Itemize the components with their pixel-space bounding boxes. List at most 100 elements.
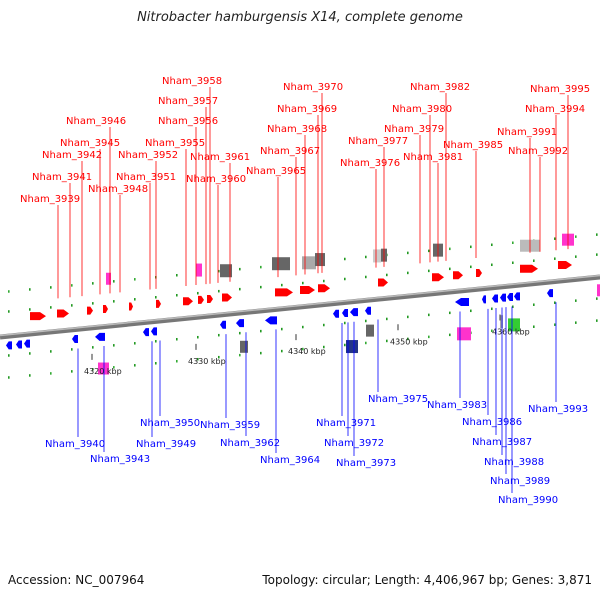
- track-dot: [596, 297, 598, 300]
- track-dot: [386, 317, 388, 321]
- track-dot: [428, 335, 430, 339]
- misc-feature-box: [302, 256, 316, 270]
- track-dot: [575, 235, 577, 238]
- track-dot: [365, 255, 367, 259]
- reverse-gene-label: Nham_3940: [45, 439, 105, 450]
- misc-feature-box: [346, 340, 358, 354]
- reverse-gene-arrow: [151, 327, 157, 336]
- track-dot: [470, 309, 472, 313]
- track-dot: [8, 310, 10, 313]
- scale-tick-label: 4340 kbp: [288, 347, 326, 356]
- track-dot: [218, 289, 220, 293]
- track-dot: [365, 319, 367, 323]
- track-dot: [239, 331, 241, 335]
- track-dot: [533, 303, 535, 306]
- track-dot: [8, 376, 10, 379]
- track-dot: [8, 354, 10, 357]
- track-dot: [197, 291, 199, 295]
- reverse-gene-label: Nham_3971: [316, 418, 376, 429]
- track-dot: [491, 243, 493, 247]
- track-dot: [428, 269, 430, 273]
- track-dot: [596, 233, 598, 236]
- track-dot: [302, 325, 304, 329]
- reverse-gene-arrow: [236, 319, 244, 328]
- track-dot: [575, 299, 577, 302]
- forward-gene-label: Nham_3946: [66, 116, 126, 127]
- forward-gene-arrow: [129, 302, 133, 311]
- track-dot: [50, 372, 52, 375]
- reverse-gene-arrow: [6, 341, 12, 350]
- genome-backbone-highlight: [0, 274, 600, 337]
- forward-gene-arrow: [453, 271, 463, 280]
- forward-gene-arrow: [558, 261, 572, 270]
- track-dot: [407, 271, 409, 275]
- track-dot: [29, 352, 31, 355]
- track-dot: [176, 359, 178, 363]
- page-title: Nitrobacter hamburgensis X14, complete g…: [137, 10, 463, 25]
- track-dot: [596, 319, 598, 322]
- track-dot: [71, 304, 73, 307]
- accession-text: Accession: NC_007964: [8, 573, 145, 587]
- track-dot: [449, 247, 451, 251]
- misc-feature-box: [366, 324, 374, 337]
- track-dot: [92, 368, 94, 371]
- track-dot: [323, 323, 325, 327]
- reverse-gene-arrow: [220, 320, 226, 329]
- track-dot: [428, 313, 430, 317]
- reverse-gene-arrow: [350, 308, 358, 317]
- reverse-gene-label: Nham_3950: [140, 418, 200, 429]
- track-dot: [554, 301, 556, 304]
- track-dot: [365, 341, 367, 345]
- forward-gene-label: Nham_3968: [267, 124, 327, 135]
- track-dot: [134, 298, 136, 301]
- track-dot: [155, 296, 157, 299]
- forward-gene-arrow: [476, 268, 482, 277]
- track-dot: [71, 348, 73, 351]
- reverse-gene-arrow: [265, 316, 277, 325]
- forward-gene-arrow: [207, 294, 213, 303]
- track-dot: [512, 305, 514, 309]
- reverse-gene-arrow: [547, 289, 553, 298]
- track-dot: [302, 281, 304, 285]
- forward-gene-arrow: [432, 273, 444, 282]
- track-dot: [29, 374, 31, 377]
- forward-gene-arrow: [30, 312, 46, 321]
- genome-stats-text: Topology: circular; Length: 4,406,967 bp…: [262, 573, 592, 587]
- track-dot: [50, 350, 52, 353]
- forward-gene-label: Nham_3939: [20, 194, 80, 205]
- reverse-gene-label: Nham_3983: [427, 400, 487, 411]
- reverse-gene-label: Nham_3988: [484, 457, 544, 468]
- forward-gene-arrow: [156, 299, 161, 308]
- reverse-gene-arrow: [514, 292, 520, 301]
- track-dot: [8, 290, 10, 293]
- track-dot: [533, 325, 535, 328]
- track-dot: [554, 237, 556, 240]
- forward-gene-label: Nham_3951: [116, 172, 176, 183]
- forward-gene-label: Nham_3985: [443, 140, 503, 151]
- forward-gene-arrow: [318, 284, 330, 293]
- track-dot: [176, 293, 178, 297]
- track-dot: [218, 269, 220, 273]
- track-dot: [239, 267, 241, 271]
- forward-gene-label: Nham_3956: [158, 116, 218, 127]
- track-dot: [281, 349, 283, 353]
- track-dot: [365, 275, 367, 279]
- track-dot: [512, 261, 514, 265]
- track-dot: [344, 277, 346, 281]
- rna-gene-box: [597, 284, 600, 297]
- reverse-gene-arrow: [333, 309, 339, 318]
- track-dot: [449, 311, 451, 315]
- misc-feature-box: [240, 340, 248, 353]
- track-dot: [113, 366, 115, 369]
- track-dot: [260, 285, 262, 289]
- forward-gene-arrow: [300, 286, 315, 294]
- misc-feature-box: [373, 249, 381, 263]
- rna-gene-box: [106, 272, 111, 285]
- forward-gene-label: Nham_3945: [60, 138, 120, 149]
- track-dot: [491, 329, 493, 333]
- forward-gene-arrow: [183, 297, 193, 306]
- track-dot: [533, 259, 535, 262]
- track-dot: [176, 337, 178, 341]
- reverse-gene-label: Nham_3990: [498, 495, 558, 506]
